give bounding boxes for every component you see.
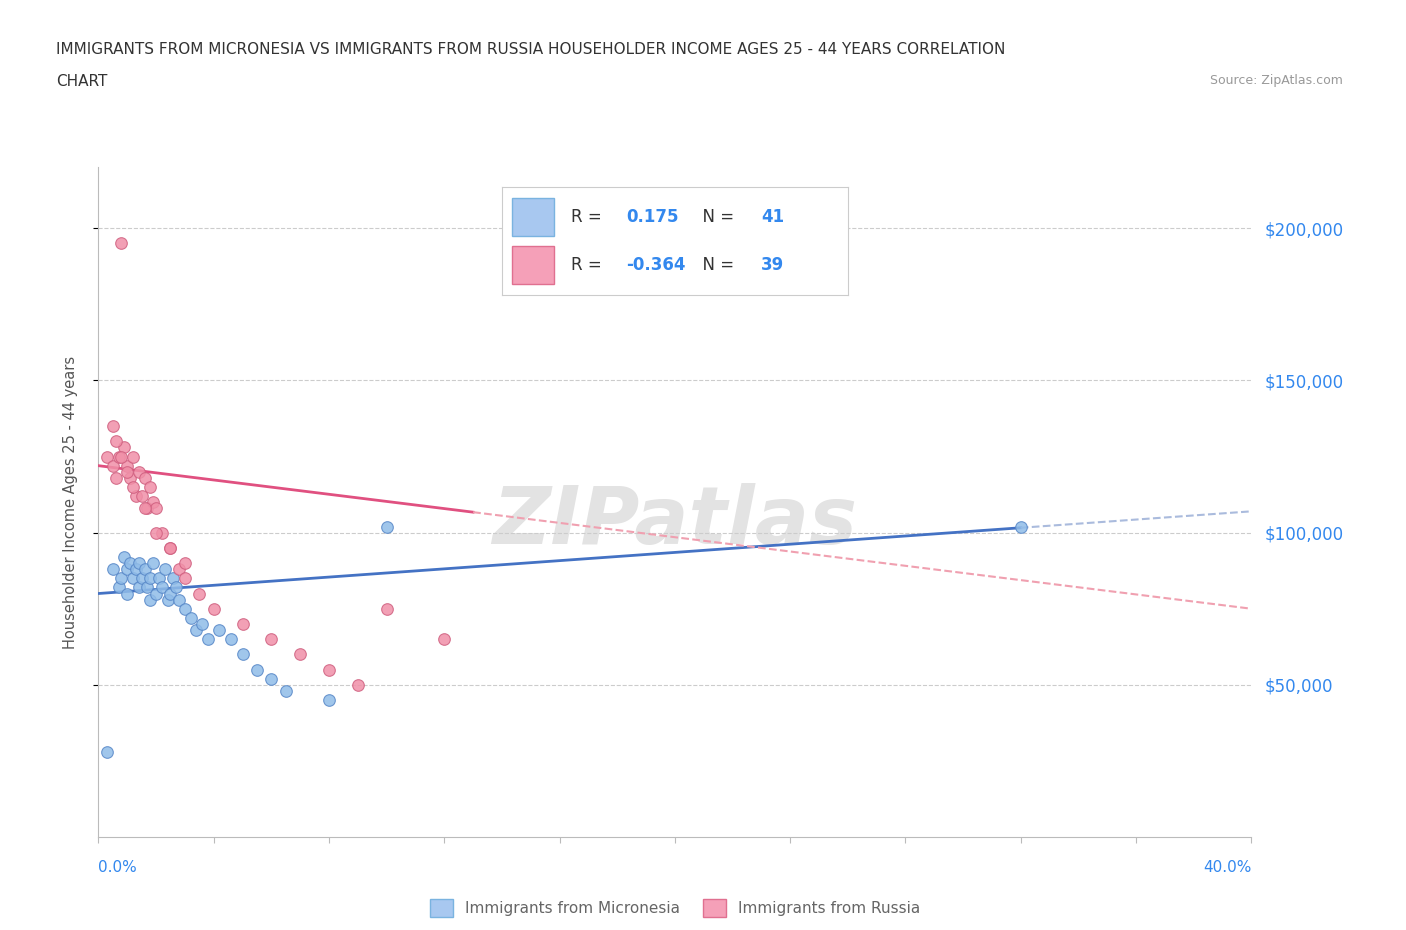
Text: Source: ZipAtlas.com: Source: ZipAtlas.com xyxy=(1209,74,1343,87)
Point xyxy=(150,525,173,540)
Point xyxy=(101,458,124,473)
Point xyxy=(186,622,208,637)
Point xyxy=(117,458,139,473)
Point xyxy=(136,501,159,516)
Point xyxy=(125,562,148,577)
Point xyxy=(96,449,118,464)
Point xyxy=(260,631,283,646)
Point xyxy=(197,631,219,646)
Point xyxy=(142,495,165,510)
Point xyxy=(219,631,242,646)
Point xyxy=(101,562,124,577)
Point xyxy=(318,693,340,708)
Point xyxy=(346,677,368,692)
Point xyxy=(180,610,202,625)
Point xyxy=(131,488,153,503)
Point xyxy=(208,622,231,637)
Point xyxy=(104,434,127,449)
Text: IMMIGRANTS FROM MICRONESIA VS IMMIGRANTS FROM RUSSIA HOUSEHOLDER INCOME AGES 25 : IMMIGRANTS FROM MICRONESIA VS IMMIGRANTS… xyxy=(56,42,1005,57)
Text: CHART: CHART xyxy=(56,74,108,89)
Point xyxy=(112,550,135,565)
Point xyxy=(122,449,145,464)
Point xyxy=(188,586,211,601)
Point xyxy=(167,562,190,577)
Point xyxy=(318,662,340,677)
Point xyxy=(150,580,173,595)
Point xyxy=(128,580,150,595)
Point xyxy=(122,571,145,586)
Y-axis label: Householder Income Ages 25 - 44 years: Householder Income Ages 25 - 44 years xyxy=(63,355,77,649)
Point xyxy=(260,671,283,686)
Point xyxy=(107,449,129,464)
Point xyxy=(112,440,135,455)
Point xyxy=(128,555,150,570)
Point xyxy=(159,540,181,555)
Point xyxy=(117,562,139,577)
Point xyxy=(433,631,456,646)
Point xyxy=(231,617,254,631)
Point xyxy=(1010,519,1032,534)
Point xyxy=(139,480,162,495)
Point xyxy=(122,480,145,495)
Point xyxy=(246,662,269,677)
Point xyxy=(156,592,179,607)
Point xyxy=(131,571,153,586)
Point xyxy=(110,571,132,586)
Point xyxy=(107,580,129,595)
Point xyxy=(120,555,142,570)
Point xyxy=(167,592,190,607)
Point xyxy=(174,602,197,617)
Point xyxy=(110,449,132,464)
Point xyxy=(134,501,156,516)
Point xyxy=(202,602,225,617)
Point xyxy=(139,592,162,607)
Point xyxy=(145,586,167,601)
Point xyxy=(165,580,187,595)
Point xyxy=(290,647,312,662)
Point xyxy=(139,571,162,586)
Point xyxy=(136,580,159,595)
Point xyxy=(375,602,398,617)
Point xyxy=(117,464,139,479)
Point xyxy=(110,236,132,251)
Point xyxy=(174,571,197,586)
Point xyxy=(145,501,167,516)
Point xyxy=(162,571,184,586)
Point xyxy=(191,617,214,631)
Text: ZIPatlas: ZIPatlas xyxy=(492,484,858,562)
Point xyxy=(231,647,254,662)
Point xyxy=(117,586,139,601)
Point xyxy=(134,471,156,485)
Point xyxy=(125,488,148,503)
Text: 40.0%: 40.0% xyxy=(1204,860,1251,875)
Point xyxy=(101,418,124,433)
Point xyxy=(104,471,127,485)
Point xyxy=(375,519,398,534)
Point xyxy=(120,471,142,485)
Point xyxy=(142,555,165,570)
Point xyxy=(148,571,170,586)
Legend: Immigrants from Micronesia, Immigrants from Russia: Immigrants from Micronesia, Immigrants f… xyxy=(423,893,927,923)
Point xyxy=(174,555,197,570)
Point xyxy=(145,525,167,540)
Point xyxy=(159,586,181,601)
Point xyxy=(96,744,118,759)
Point xyxy=(153,562,176,577)
Point xyxy=(274,684,297,698)
Point xyxy=(134,562,156,577)
Point xyxy=(159,540,181,555)
Text: 0.0%: 0.0% xyxy=(98,860,138,875)
Point xyxy=(128,464,150,479)
